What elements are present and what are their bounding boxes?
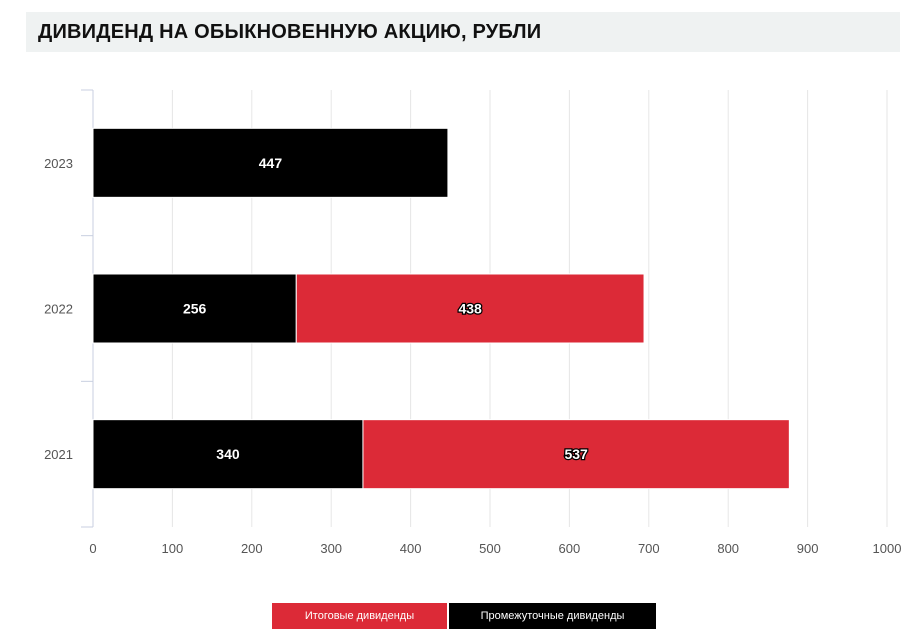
x-tick-label-500: 500: [479, 541, 501, 556]
legend-label-final: Итоговые дивиденды: [304, 610, 415, 622]
data-label-2021-series-1: 537: [564, 446, 588, 462]
data-label-2022-series-1: 438: [458, 301, 482, 317]
x-tick-label-900: 900: [797, 541, 819, 556]
x-tick-label-800: 800: [717, 541, 739, 556]
x-tick-label-200: 200: [241, 541, 263, 556]
x-tick-label-100: 100: [162, 541, 184, 556]
x-tick-label-600: 600: [559, 541, 581, 556]
x-tick-label-700: 700: [638, 541, 660, 556]
chart-title: ДИВИДЕНД НА ОБЫКНОВЕННУЮ АКЦИЮ, РУБЛИ: [38, 21, 542, 43]
bar-2023-series-0: [92, 127, 449, 198]
bar-2021-series-0: [92, 419, 364, 490]
y-tick-label-2023: 2023: [44, 156, 73, 171]
data-label-2022-series-0: 256: [183, 301, 207, 317]
legend-label-interim: Промежуточные дивиденды: [480, 610, 625, 622]
x-tick-label-300: 300: [320, 541, 342, 556]
x-tick-label-1000: 1000: [873, 541, 902, 556]
legend-item-final-dividends[interactable]: Итоговые дивиденды: [272, 603, 447, 629]
bar-2021-series-1: [362, 419, 790, 490]
y-tick-label-2022: 2022: [44, 302, 73, 317]
bar-2022-series-1: [295, 273, 645, 344]
data-label-2023-series-0: 447: [259, 155, 283, 171]
legend-item-interim-dividends[interactable]: Промежуточные дивиденды: [449, 603, 656, 629]
x-tick-label-400: 400: [400, 541, 422, 556]
title-bar: ДИВИДЕНД НА ОБЫКНОВЕННУЮ АКЦИЮ, РУБЛИ: [26, 12, 900, 52]
legend: Итоговые дивиденды Промежуточные дивиден…: [272, 603, 656, 629]
y-tick-label-2021: 2021: [44, 447, 73, 462]
x-tick-label-0: 0: [89, 541, 96, 556]
data-label-2021-series-0: 340: [216, 446, 240, 462]
